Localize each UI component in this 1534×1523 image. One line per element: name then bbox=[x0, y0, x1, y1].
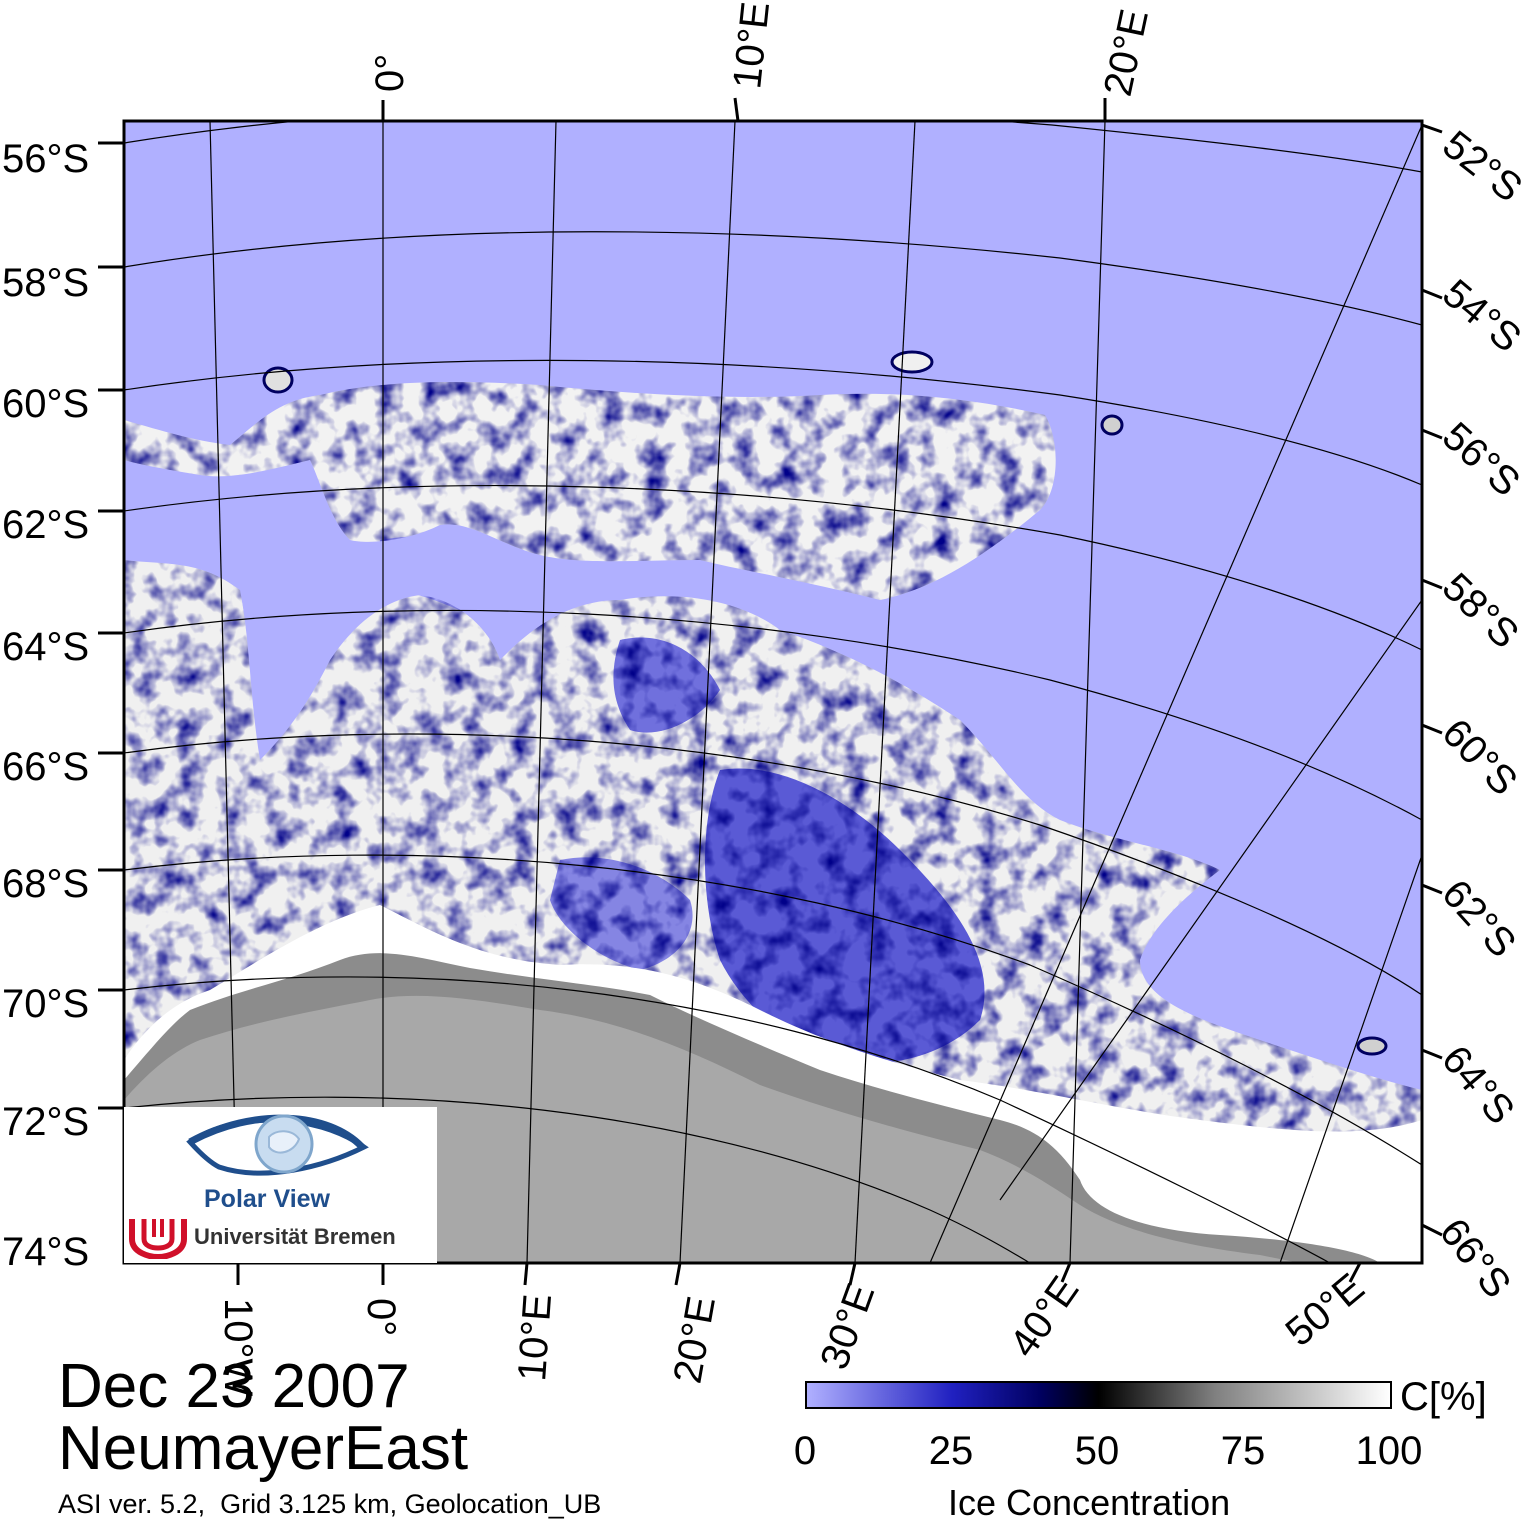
lon-label: 10°E bbox=[510, 1293, 560, 1383]
lat-label: 60°S bbox=[1434, 711, 1526, 804]
lon-label: 40°E bbox=[1001, 1269, 1087, 1366]
lat-label: 56°S bbox=[2, 137, 89, 181]
logo-name: Polar View bbox=[204, 1185, 330, 1213]
colorbar-tick: 50 bbox=[1074, 1429, 1120, 1473]
lat-label: 62°S bbox=[1433, 872, 1524, 966]
latitude-labels-left: 56°S 58°S 60°S 62°S 64°S 66°S 68°S 70°S … bbox=[2, 137, 89, 1274]
lat-label: 58°S bbox=[2, 261, 89, 305]
colorbar-unit: C[%] bbox=[1400, 1375, 1487, 1419]
algorithm-credit: ASI ver. 5.2, Grid 3.125 km, Geolocation… bbox=[58, 1489, 602, 1519]
lon-label: 0° bbox=[368, 54, 412, 92]
graticule bbox=[124, 121, 1422, 1263]
open-water-inlet bbox=[380, 536, 528, 620]
bremen-logo-icon bbox=[129, 1219, 187, 1259]
lat-label: 64°S bbox=[2, 625, 89, 669]
lat-label: 70°S bbox=[2, 982, 89, 1026]
lat-label: 58°S bbox=[1434, 565, 1527, 657]
colorbar-tick: 25 bbox=[928, 1429, 974, 1473]
polar-view-logo: Polar View Universität Bremen bbox=[124, 1107, 437, 1263]
lat-label: 68°S bbox=[2, 862, 89, 906]
lat-label: 66°S bbox=[1431, 1210, 1519, 1306]
ice-floe bbox=[890, 350, 934, 374]
eye-icon bbox=[186, 1114, 369, 1176]
lat-label: 54°S bbox=[1434, 271, 1529, 361]
lon-label: 10°E bbox=[725, 0, 778, 91]
frame-ticks bbox=[98, 97, 1443, 1286]
map-frame bbox=[122, 119, 1424, 1265]
lon-label: 50°E bbox=[1278, 1265, 1373, 1355]
ice-floe bbox=[1100, 414, 1124, 436]
lat-label: 52°S bbox=[1434, 122, 1530, 210]
map-region: NeumayerEast bbox=[58, 1414, 469, 1483]
colorbar-tick: 100 bbox=[1355, 1429, 1423, 1473]
ice-floe bbox=[262, 366, 294, 394]
lat-label: 62°S bbox=[2, 503, 89, 547]
lat-label: 72°S bbox=[2, 1100, 89, 1144]
colorbar-label: Ice Concentration bbox=[948, 1482, 1231, 1523]
colorbar-tick: 75 bbox=[1220, 1429, 1266, 1473]
map-date: Dec 23 2007 bbox=[58, 1352, 410, 1421]
lon-label: 10°W bbox=[216, 1298, 260, 1396]
lat-label: 60°S bbox=[2, 382, 89, 426]
lon-label: 30°E bbox=[812, 1278, 883, 1375]
lon-label: 20°E bbox=[666, 1293, 724, 1386]
colorbar-tick: 0 bbox=[793, 1429, 817, 1473]
longitude-labels-top: 0° 10°E 20°E bbox=[368, 0, 1157, 100]
lat-label: 56°S bbox=[1434, 414, 1528, 505]
lon-label: 0° bbox=[359, 1298, 403, 1336]
lat-label: 66°S bbox=[2, 745, 89, 789]
latitude-labels-right: 52°S 54°S 56°S 58°S 60°S 62°S 64°S 66°S bbox=[1431, 122, 1530, 1306]
open-water-inlet bbox=[240, 581, 330, 740]
colorbar bbox=[805, 1381, 1392, 1409]
lon-label: 20°E bbox=[1096, 5, 1157, 99]
lat-label: 74°S bbox=[2, 1230, 89, 1274]
lat-label: 64°S bbox=[1433, 1038, 1523, 1133]
ice-floe bbox=[1356, 1036, 1388, 1056]
logo-university: Universität Bremen bbox=[194, 1224, 396, 1249]
